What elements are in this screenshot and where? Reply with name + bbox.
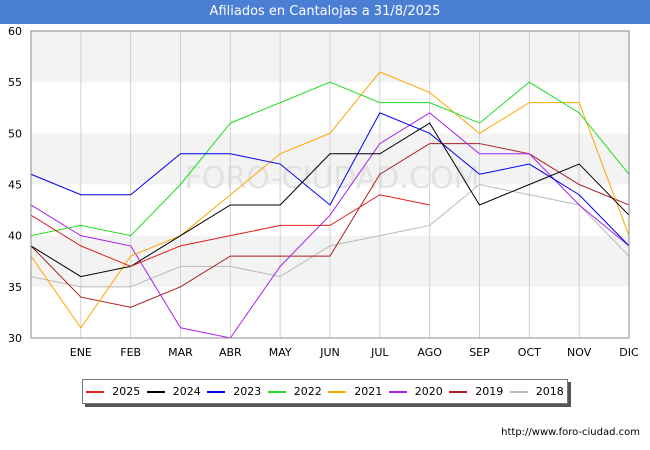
legend-item-2023: 2023 — [207, 385, 261, 398]
legend: 2025 2024 2023 2022 2021 2020 2019 2018 — [82, 379, 568, 404]
legend-swatch — [146, 390, 165, 393]
legend-item-2025: 2025 — [86, 385, 140, 398]
x-tick-label: MAR — [168, 346, 193, 359]
plot-series — [30, 71, 630, 339]
x-tick-label: JUL — [370, 346, 389, 359]
legend-item-2022: 2022 — [267, 385, 322, 398]
y-tick-label: 35 — [8, 281, 22, 294]
legend-swatch — [449, 390, 468, 393]
legend-label: 2018 — [535, 385, 564, 398]
legend-label: 2021 — [354, 385, 383, 398]
legend-item-2020: 2020 — [388, 385, 443, 398]
y-tick-label: 50 — [8, 127, 22, 140]
legend-swatch — [86, 390, 105, 393]
series-line-2023 — [30, 112, 630, 247]
y-tick-label: 60 — [8, 25, 22, 38]
y-tick-label: 40 — [8, 230, 22, 243]
legend-label: 2025 — [112, 385, 141, 398]
x-tick-label: FEB — [120, 346, 141, 359]
series-line-2020 — [30, 112, 630, 339]
x-tick-label: ABR — [219, 346, 242, 359]
source-url: http://www.foro-ciudad.com — [501, 427, 640, 438]
y-tick-label: 45 — [8, 179, 22, 192]
y-tick-label: 55 — [8, 76, 22, 89]
x-tick-label: OCT — [518, 346, 541, 359]
series-line-2018 — [30, 183, 630, 288]
watermark: FORO-CIUDAD.COM — [185, 161, 480, 196]
series-line-2025 — [30, 194, 430, 267]
x-tick-label: JUN — [319, 346, 340, 359]
x-axis-ticks: ENE FEB MAR ABR MAY JUN JUL AGO SEP OCT NOV DIC — [70, 346, 639, 359]
legend-item-2024: 2024 — [146, 385, 201, 398]
x-tick-label: DIC — [619, 346, 639, 359]
x-tick-label: AGO — [417, 346, 442, 359]
plot-frame — [30, 30, 630, 339]
legend-label: 2020 — [414, 385, 443, 398]
legend-label: 2019 — [475, 385, 504, 398]
y-tick-label: 30 — [8, 332, 22, 345]
x-tick-label: MAY — [269, 346, 292, 359]
legend-swatch — [509, 390, 528, 393]
series-line-2021 — [30, 71, 630, 329]
legend-label: 2024 — [172, 385, 201, 398]
legend-swatch — [267, 390, 286, 393]
chart-title: Afiliados en Cantalojas a 31/8/2025 — [0, 0, 650, 24]
x-tick-label: ENE — [70, 346, 92, 359]
legend-label: 2023 — [233, 385, 262, 398]
legend-item-2021: 2021 — [328, 385, 382, 398]
legend-swatch — [388, 390, 407, 393]
y-axis-ticks: 30 35 40 45 50 55 60 — [8, 25, 22, 345]
legend-item-2019: 2019 — [449, 385, 503, 398]
legend-swatch — [328, 390, 347, 393]
legend-swatch — [207, 390, 226, 393]
x-tick-label: NOV — [567, 346, 592, 359]
legend-label: 2022 — [293, 385, 322, 398]
x-tick-label: SEP — [469, 346, 490, 359]
legend-item-2018: 2018 — [509, 385, 564, 398]
series-line-2022 — [30, 81, 630, 237]
